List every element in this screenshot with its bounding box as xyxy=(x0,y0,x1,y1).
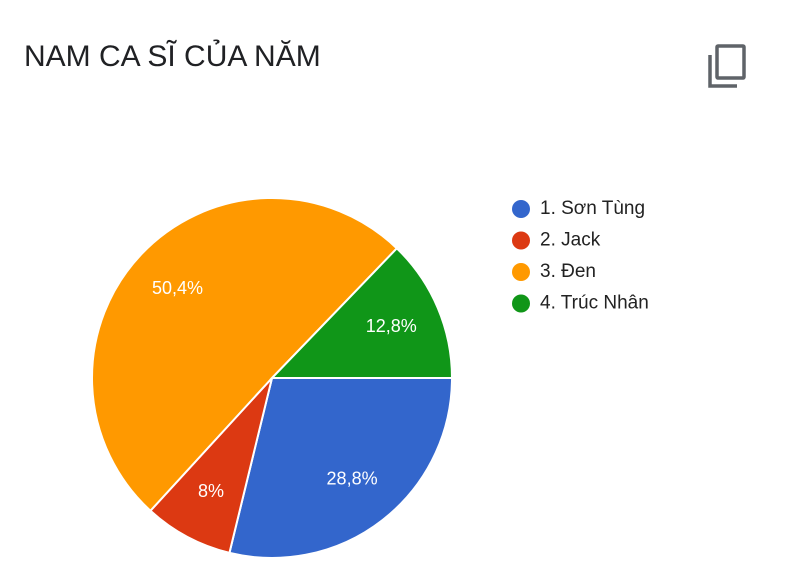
legend-label: 4. Trúc Nhân xyxy=(540,293,649,314)
legend-marker xyxy=(512,231,530,250)
legend-marker xyxy=(512,200,530,218)
copy-icon[interactable] xyxy=(708,44,746,88)
slice-label: 28,8% xyxy=(327,469,378,489)
slice-label: 12,8% xyxy=(366,316,417,336)
pie-slice xyxy=(269,246,454,379)
legend-label: 1. Sơn Tùng xyxy=(540,198,645,219)
legend-label: 3. Đen xyxy=(540,261,596,282)
legend-marker xyxy=(512,294,530,313)
pie-slice xyxy=(91,197,399,513)
legend-marker xyxy=(512,263,530,281)
slice-label: 50,4% xyxy=(152,278,203,298)
pie-slice xyxy=(149,377,273,555)
legend-label: 2. Jack xyxy=(540,230,601,251)
pie-slice xyxy=(228,377,454,559)
chart-title: NAM CA SĨ CỦA NĂM xyxy=(24,39,321,73)
slice-label: 8% xyxy=(198,481,224,501)
